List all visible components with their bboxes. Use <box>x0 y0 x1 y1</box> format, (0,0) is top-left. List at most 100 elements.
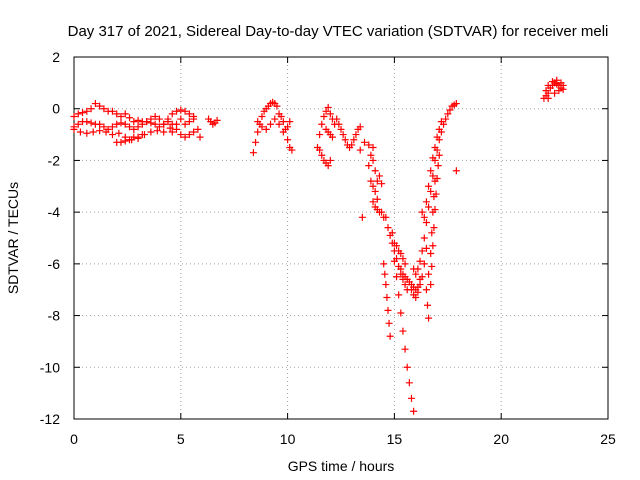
data-point <box>381 270 389 278</box>
data-point <box>378 180 386 188</box>
data-point <box>356 123 364 131</box>
data-point <box>76 128 84 136</box>
y-tick-label: -8 <box>48 308 61 324</box>
x-tick-label: 15 <box>387 431 403 447</box>
data-point <box>96 102 104 110</box>
data-point <box>126 136 134 144</box>
data-point <box>431 144 439 151</box>
data-point <box>181 107 189 115</box>
data-point <box>401 260 409 268</box>
data-point <box>177 131 185 139</box>
data-point <box>369 182 377 190</box>
data-point <box>369 198 377 206</box>
data-point <box>416 257 424 265</box>
data-point <box>384 224 392 232</box>
data-point <box>151 112 159 120</box>
data-point <box>108 123 116 131</box>
data-point <box>399 255 407 263</box>
data-point <box>386 332 394 340</box>
data-point <box>83 118 91 126</box>
data-point <box>288 146 296 154</box>
data-point <box>267 120 275 128</box>
data-point <box>168 128 176 136</box>
data-point <box>155 123 163 131</box>
data-point <box>249 149 257 157</box>
data-point <box>382 281 390 289</box>
data-point <box>337 125 345 133</box>
data-point <box>89 128 97 136</box>
data-point <box>316 146 324 154</box>
data-point <box>403 363 411 371</box>
data-point <box>442 115 450 123</box>
data-point <box>414 288 422 296</box>
data-point <box>153 127 161 135</box>
data-point <box>544 81 552 89</box>
data-point <box>134 133 142 141</box>
data-point <box>430 224 438 232</box>
data-point <box>134 116 142 124</box>
data-point <box>286 118 294 126</box>
data-point <box>96 127 104 135</box>
data-point <box>435 125 443 133</box>
data-point <box>422 198 430 206</box>
data-point <box>395 291 403 299</box>
grid-lines <box>74 57 608 419</box>
data-point <box>185 118 193 126</box>
data-point <box>397 309 405 317</box>
data-point <box>369 144 377 151</box>
plot-frame <box>73 56 609 420</box>
data-point <box>428 229 436 237</box>
data-point <box>279 118 287 126</box>
data-point <box>258 112 266 120</box>
data-point <box>108 131 116 139</box>
data-point <box>166 124 174 132</box>
data-point <box>100 123 108 131</box>
data-point <box>121 110 129 118</box>
data-point <box>367 177 375 185</box>
data-point <box>254 128 262 136</box>
data-point <box>382 213 390 221</box>
data-point <box>365 162 373 170</box>
data-point <box>326 110 334 118</box>
data-point <box>373 177 381 185</box>
data-point <box>115 129 123 137</box>
data-point <box>369 156 377 164</box>
data-point <box>433 175 441 183</box>
data-point <box>130 125 138 133</box>
data-point <box>371 187 379 195</box>
data-point <box>551 89 559 97</box>
data-point <box>405 379 413 387</box>
y-tick-label: 0 <box>52 101 60 117</box>
data-point <box>262 125 270 133</box>
data-points <box>70 76 567 415</box>
data-point <box>553 76 561 84</box>
data-point <box>160 128 168 136</box>
data-point <box>328 133 336 141</box>
axis-ticks: 0 5 10 15 20 25 -12 -10 -8 -6 -4 -2 0 2 <box>40 49 616 447</box>
data-point <box>427 167 435 175</box>
data-point <box>134 123 142 131</box>
data-point <box>324 103 332 111</box>
data-point <box>273 102 281 110</box>
data-point <box>385 319 393 327</box>
data-point <box>542 87 550 95</box>
data-point <box>320 112 328 120</box>
data-point <box>113 120 121 128</box>
data-point <box>213 116 221 124</box>
data-point <box>284 136 292 144</box>
data-point <box>390 257 398 265</box>
data-point <box>74 110 82 118</box>
data-point <box>177 115 185 123</box>
data-point <box>147 119 155 127</box>
data-point <box>341 136 349 144</box>
data-point <box>121 120 129 128</box>
data-point <box>322 107 330 115</box>
data-point <box>422 286 430 294</box>
data-point <box>196 133 204 141</box>
data-point <box>324 162 332 170</box>
data-point <box>429 154 437 162</box>
data-point <box>425 270 433 278</box>
data-point <box>339 131 347 139</box>
data-point <box>452 100 460 108</box>
data-point <box>143 118 151 126</box>
